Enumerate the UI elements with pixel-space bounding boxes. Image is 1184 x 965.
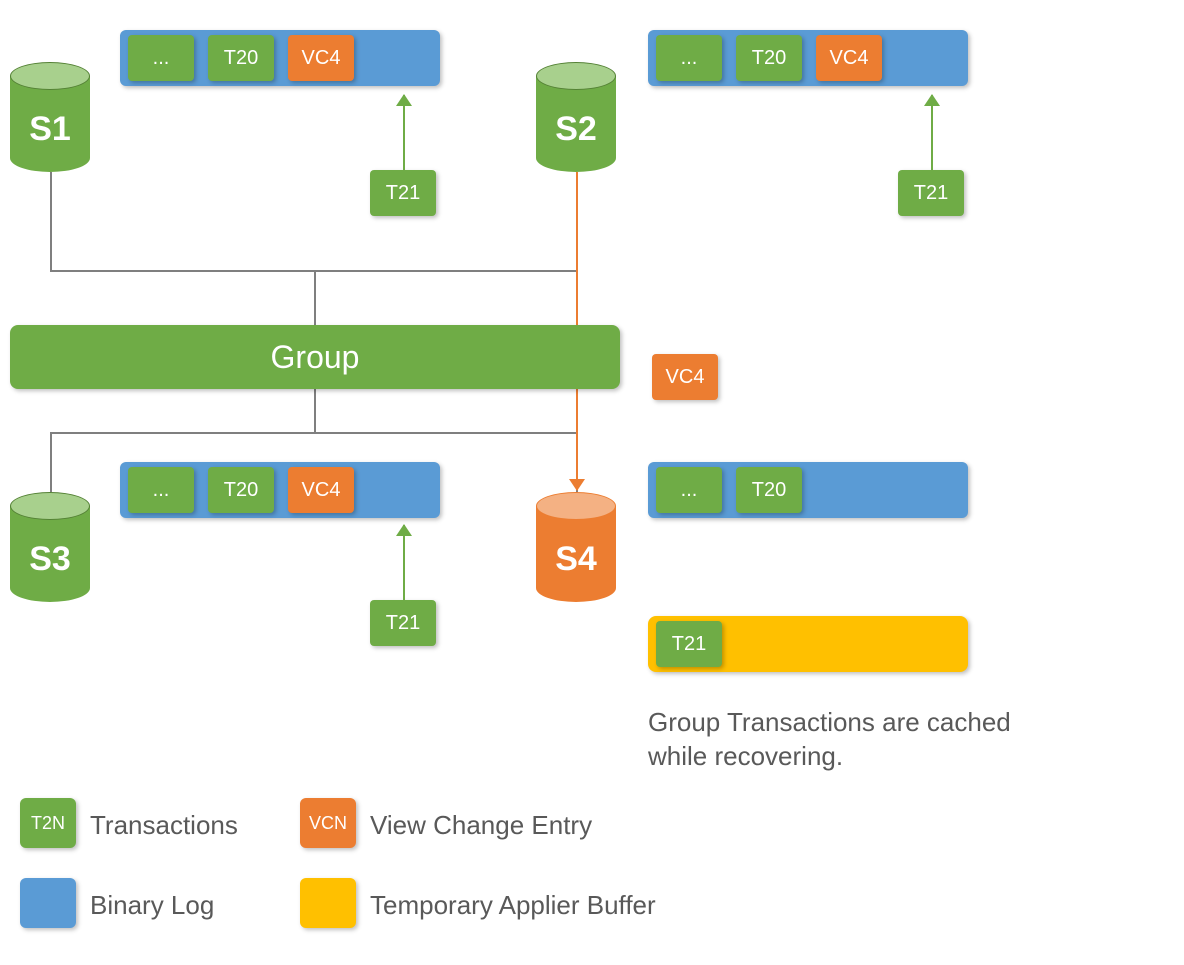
legend-label: Transactions xyxy=(90,810,238,841)
legend-label: View Change Entry xyxy=(370,810,592,841)
server-s2: S2 xyxy=(536,62,616,172)
tx-entry: ... xyxy=(656,35,722,81)
tx-entry: T21 xyxy=(656,621,722,667)
line-top-to-group xyxy=(314,270,316,325)
binlog-s3: ... T20 VC4 xyxy=(120,462,440,518)
legend-swatch xyxy=(300,878,356,928)
t21-s2: T21 xyxy=(898,170,964,216)
vc4-mid-box: VC4 xyxy=(652,354,718,400)
applier-buffer-s4: T21 xyxy=(648,616,968,672)
caption-line2: while recovering. xyxy=(648,740,1011,774)
group-bar: Group xyxy=(10,325,620,389)
group-label: Group xyxy=(271,339,360,376)
tx-entry: T20 xyxy=(736,35,802,81)
tx-entry: T20 xyxy=(208,35,274,81)
legend-label: Binary Log xyxy=(90,890,214,921)
server-s3: S3 xyxy=(10,492,90,602)
server-s1-label: S1 xyxy=(10,110,90,149)
t21-arrow-s1 xyxy=(403,95,405,170)
tx-entry: T20 xyxy=(736,467,802,513)
binlog-s4: ... T20 xyxy=(648,462,968,518)
tx-entry: ... xyxy=(656,467,722,513)
line-to-s3 xyxy=(50,432,52,492)
caption-line1: Group Transactions are cached xyxy=(648,706,1011,740)
legend-swatch xyxy=(20,878,76,928)
binlog-s2: ... T20 VC4 xyxy=(648,30,968,86)
server-s3-label: S3 xyxy=(10,540,90,579)
vc-entry: VC4 xyxy=(816,35,882,81)
legend-label: Temporary Applier Buffer xyxy=(370,890,656,921)
legend-swatch: T2N xyxy=(20,798,76,848)
line-group-down xyxy=(314,389,316,432)
tx-entry: T20 xyxy=(208,467,274,513)
binlog-s1: ... T20 VC4 xyxy=(120,30,440,86)
tx-entry: ... xyxy=(128,467,194,513)
t21-s1: T21 xyxy=(370,170,436,216)
tx-entry: ... xyxy=(128,35,194,81)
vc-entry: VC4 xyxy=(288,467,354,513)
line-s1-down xyxy=(50,172,52,270)
t21-s3: T21 xyxy=(370,600,436,646)
server-s2-label: S2 xyxy=(536,110,616,149)
caption-text: Group Transactions are cached while reco… xyxy=(648,706,1011,774)
server-s4: S4 xyxy=(536,492,616,602)
server-s4-label: S4 xyxy=(536,540,616,579)
server-s1: S1 xyxy=(10,62,90,172)
t21-arrow-s2 xyxy=(931,95,933,170)
vc-entry: VC4 xyxy=(288,35,354,81)
legend-swatch: VCN xyxy=(300,798,356,848)
t21-arrow-s3 xyxy=(403,525,405,600)
line-bot-h xyxy=(50,432,578,434)
